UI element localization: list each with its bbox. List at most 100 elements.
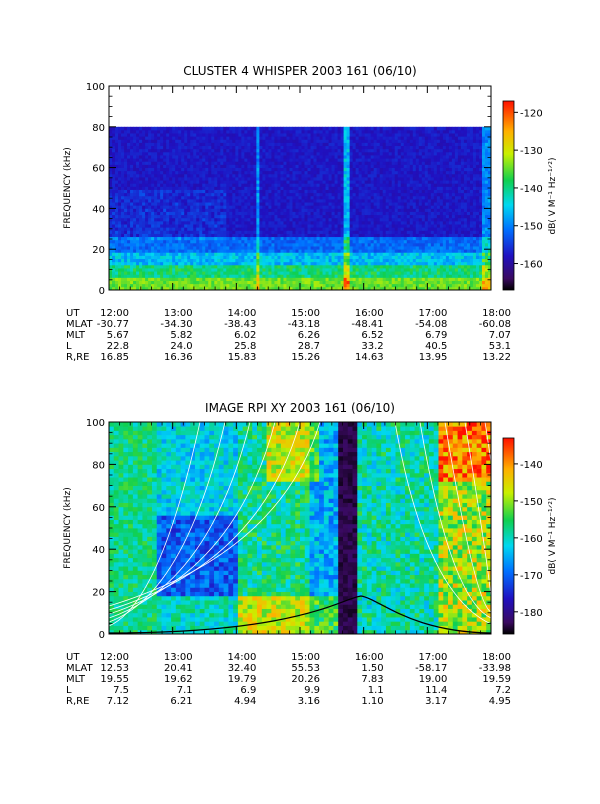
spectrogram-cell (361, 242, 366, 247)
spectrogram-cell (364, 211, 369, 216)
spectrogram-cell (232, 183, 236, 187)
spectrogram-cell (217, 236, 221, 241)
spectrogram-cell (178, 161, 182, 165)
spectrogram-cell (352, 129, 357, 134)
spectrogram-cell (244, 183, 248, 187)
spectrogram-cell (313, 161, 317, 165)
spectrogram-cell (364, 252, 369, 256)
spectrogram-cell (229, 261, 233, 266)
spectrogram-cell (313, 173, 317, 178)
spectrogram-cell (259, 192, 263, 197)
spectrogram-cell (256, 220, 260, 225)
spectrogram-cell (382, 268, 387, 272)
spectrogram-cell (343, 233, 348, 238)
spectrogram-cell (145, 164, 149, 168)
spectrogram-cell (367, 133, 372, 137)
spectrogram-cell (121, 167, 125, 172)
spectrogram-cell (349, 161, 354, 165)
spectrogram-cell (379, 161, 384, 165)
spectrogram-cell (142, 202, 146, 206)
spectrogram-cell (226, 164, 230, 168)
spectrogram-cell (301, 208, 305, 212)
spectrogram-cell (325, 202, 329, 206)
spectrogram-cell (385, 195, 390, 200)
spectrogram-cell (223, 264, 227, 269)
spectrogram-cell (166, 255, 170, 260)
spectrogram-cell (124, 252, 128, 256)
spectrogram-cell (292, 286, 296, 290)
spectrogram-cell (205, 277, 209, 281)
spectrogram-cell (238, 280, 242, 285)
spectrogram-cell (172, 236, 176, 241)
spectrogram-cell (307, 252, 311, 256)
spectrogram-cell (244, 217, 248, 222)
spectrogram-cell (349, 261, 354, 266)
spectrogram-cell (133, 195, 137, 200)
spectrogram-cell (175, 151, 179, 156)
spectrogram-cell (133, 198, 137, 203)
spectrogram-cell (349, 258, 354, 263)
spectrogram-cell (205, 271, 209, 275)
spectrogram-cell (379, 142, 384, 147)
spectrogram-cell (325, 264, 329, 269)
spectrogram-cell (292, 211, 296, 216)
spectrogram-cell (328, 230, 332, 234)
spectrogram-cell (115, 255, 119, 260)
spectrogram-cell (175, 227, 179, 231)
spectrogram-cell (193, 277, 197, 281)
spectrogram-cell (322, 183, 326, 187)
spectrogram-cell (115, 142, 119, 147)
spectrogram-cell (382, 151, 387, 156)
spectrogram-cell (181, 164, 185, 168)
spectrogram-cell (241, 139, 245, 143)
spectrogram-cell (163, 173, 167, 178)
spectrogram-cell (352, 208, 357, 212)
spectrogram-cell (127, 236, 131, 241)
spectrogram-cell (319, 264, 323, 269)
spectrogram-cell (211, 158, 215, 162)
spectrogram-cell (196, 170, 200, 175)
spectrogram-cell (133, 246, 137, 250)
spectrogram-cell (274, 224, 278, 228)
spectrogram-cell (175, 129, 179, 134)
spectrogram-cell (241, 186, 245, 190)
spectrogram-cell (187, 277, 191, 281)
spectrogram-cell (394, 202, 399, 206)
spectrogram-cell (283, 161, 287, 165)
spectrogram-cell (166, 142, 170, 147)
spectrogram-cell (394, 264, 399, 269)
spectrogram-cell (253, 155, 257, 159)
spectrogram-cell (313, 252, 317, 256)
spectrogram-cell (160, 183, 164, 187)
spectrogram-cell (361, 233, 366, 238)
spectrogram-cell (202, 192, 206, 197)
spectrogram-cell (112, 261, 116, 266)
spectrogram-cell (115, 242, 119, 247)
spectrogram-cell (190, 173, 194, 178)
spectrogram-cell (373, 258, 378, 263)
spectrogram-cell (109, 198, 113, 203)
spectrogram-cell (346, 180, 351, 184)
spectrogram-cell (358, 183, 363, 187)
spectrogram-cell (112, 236, 116, 241)
spectrogram-cell (193, 189, 197, 194)
spectrogram-cell (151, 249, 155, 253)
spectrogram-cell (208, 283, 212, 288)
spectrogram-cell (184, 258, 188, 263)
spectrogram-cell (346, 264, 351, 269)
spectrogram-cell (112, 208, 116, 212)
spectrogram-cell (196, 211, 200, 216)
spectrogram-cell (259, 167, 263, 172)
spectrogram-cell (322, 170, 326, 175)
spectrogram-cell (376, 261, 381, 266)
spectrogram-cell (337, 139, 342, 143)
spectrogram-cell (151, 220, 155, 225)
spectrogram-cell (301, 220, 305, 225)
spectrogram-cell (226, 246, 230, 250)
spectrogram-cell (151, 133, 155, 137)
spectrogram-cell (205, 217, 209, 222)
spectrogram-cell (301, 129, 305, 134)
spectrogram-cell (139, 277, 143, 281)
spectrogram-cell (211, 195, 215, 200)
spectrogram-cell (337, 286, 342, 290)
